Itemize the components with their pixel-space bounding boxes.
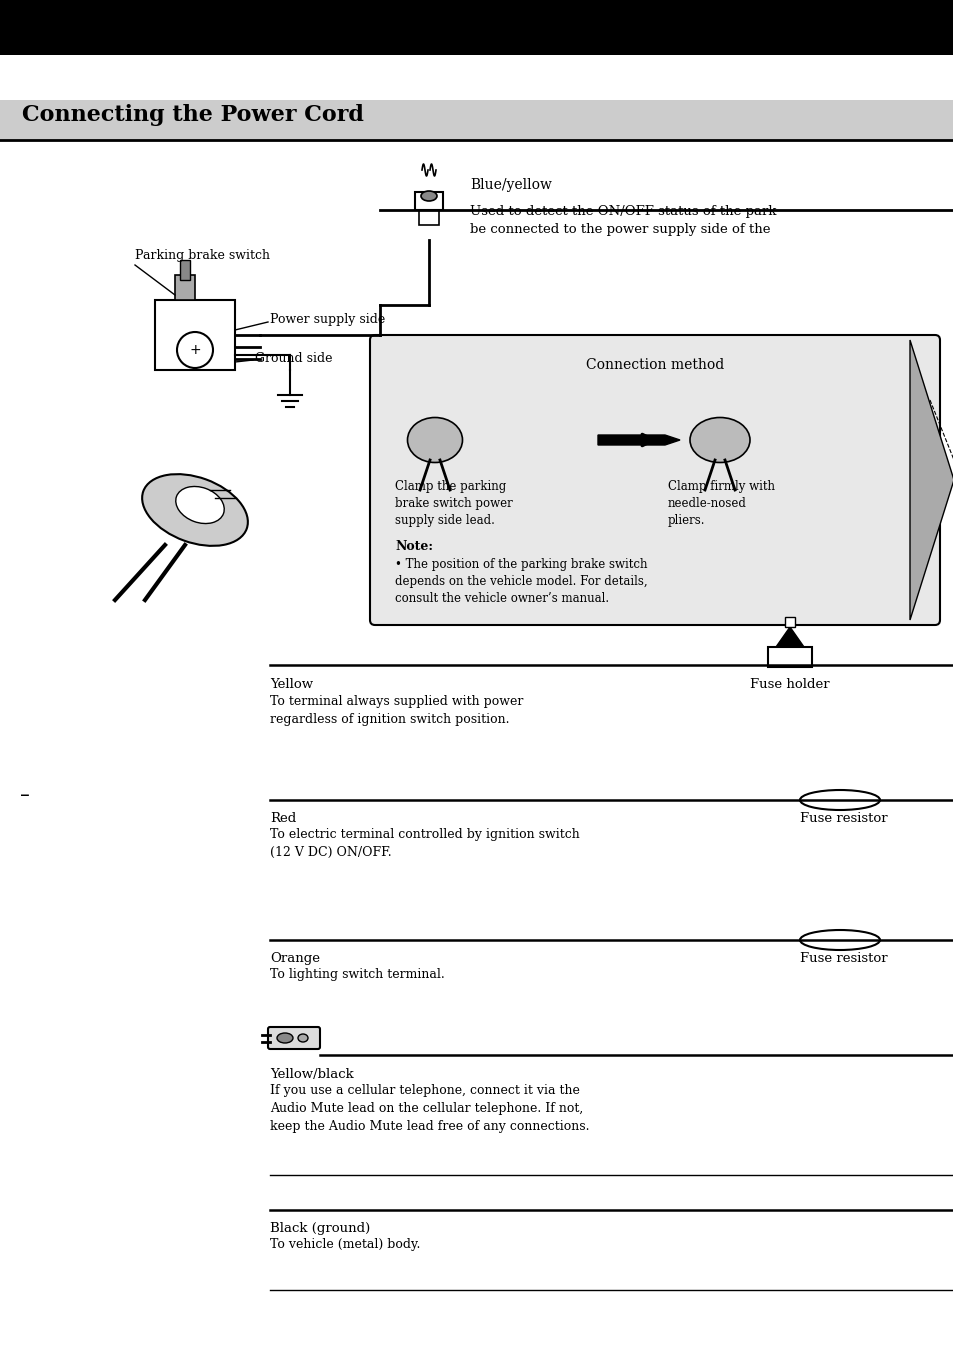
Text: Red: Red: [270, 812, 296, 825]
Bar: [415, 192, 442, 209]
Text: Orange: Orange: [270, 952, 319, 965]
Polygon shape: [775, 627, 803, 647]
Text: Parking brake switch: Parking brake switch: [135, 249, 270, 262]
Text: Fuse resistor: Fuse resistor: [800, 812, 886, 825]
Text: Power supply side: Power supply side: [270, 313, 385, 327]
Text: +: +: [189, 343, 200, 357]
Text: Fuse holder: Fuse holder: [749, 678, 829, 690]
Ellipse shape: [800, 929, 879, 950]
Ellipse shape: [689, 417, 749, 462]
Text: Clamp the parking
brake switch power
supply side lead.: Clamp the parking brake switch power sup…: [395, 480, 512, 527]
Text: To vehicle (metal) body.: To vehicle (metal) body.: [270, 1238, 420, 1251]
Polygon shape: [598, 435, 679, 444]
Text: To terminal always supplied with power
regardless of ignition switch position.: To terminal always supplied with power r…: [270, 694, 523, 725]
Text: Yellow: Yellow: [270, 678, 313, 690]
Text: Yellow/black: Yellow/black: [270, 1069, 354, 1081]
Bar: [154, 300, 234, 370]
Text: Black (ground): Black (ground): [270, 1223, 370, 1235]
Text: Connection method: Connection method: [585, 358, 723, 372]
Text: Clamp firmly with
needle-nosed
pliers.: Clamp firmly with needle-nosed pliers.: [667, 480, 774, 527]
FancyBboxPatch shape: [268, 1027, 319, 1048]
Text: Ground side: Ground side: [254, 351, 333, 365]
Bar: [0, 100, 953, 141]
FancyBboxPatch shape: [370, 335, 939, 626]
Text: If you use a cellular telephone, connect it via the
Audio Mute lead on the cellu: If you use a cellular telephone, connect…: [270, 1084, 589, 1133]
Bar: [767, 647, 811, 667]
Text: To electric terminal controlled by ignition switch
(12 V DC) ON/OFF.: To electric terminal controlled by ignit…: [270, 828, 579, 859]
Ellipse shape: [800, 790, 879, 811]
Text: Connecting the Power Cord: Connecting the Power Cord: [22, 104, 363, 126]
Text: To lighting switch terminal.: To lighting switch terminal.: [270, 969, 444, 981]
Text: • The position of the parking brake switch
depends on the vehicle model. For det: • The position of the parking brake swit…: [395, 558, 647, 605]
Bar: [0, 0, 953, 55]
Text: Used to detect the ON/OFF status of the park
be connected to the power supply si: Used to detect the ON/OFF status of the …: [470, 205, 776, 236]
Ellipse shape: [276, 1034, 293, 1043]
Bar: [174, 276, 194, 300]
Text: Fuse resistor: Fuse resistor: [800, 952, 886, 965]
Bar: [180, 259, 190, 280]
Polygon shape: [909, 340, 953, 620]
Ellipse shape: [175, 486, 224, 524]
Ellipse shape: [407, 417, 462, 462]
Bar: [784, 617, 794, 627]
Text: –: –: [20, 785, 30, 804]
Bar: [418, 209, 438, 226]
Circle shape: [177, 332, 213, 367]
Ellipse shape: [142, 474, 248, 546]
Text: Blue/yellow: Blue/yellow: [470, 178, 551, 192]
Ellipse shape: [420, 190, 436, 201]
Ellipse shape: [297, 1034, 308, 1042]
Text: Note:: Note:: [395, 540, 433, 553]
